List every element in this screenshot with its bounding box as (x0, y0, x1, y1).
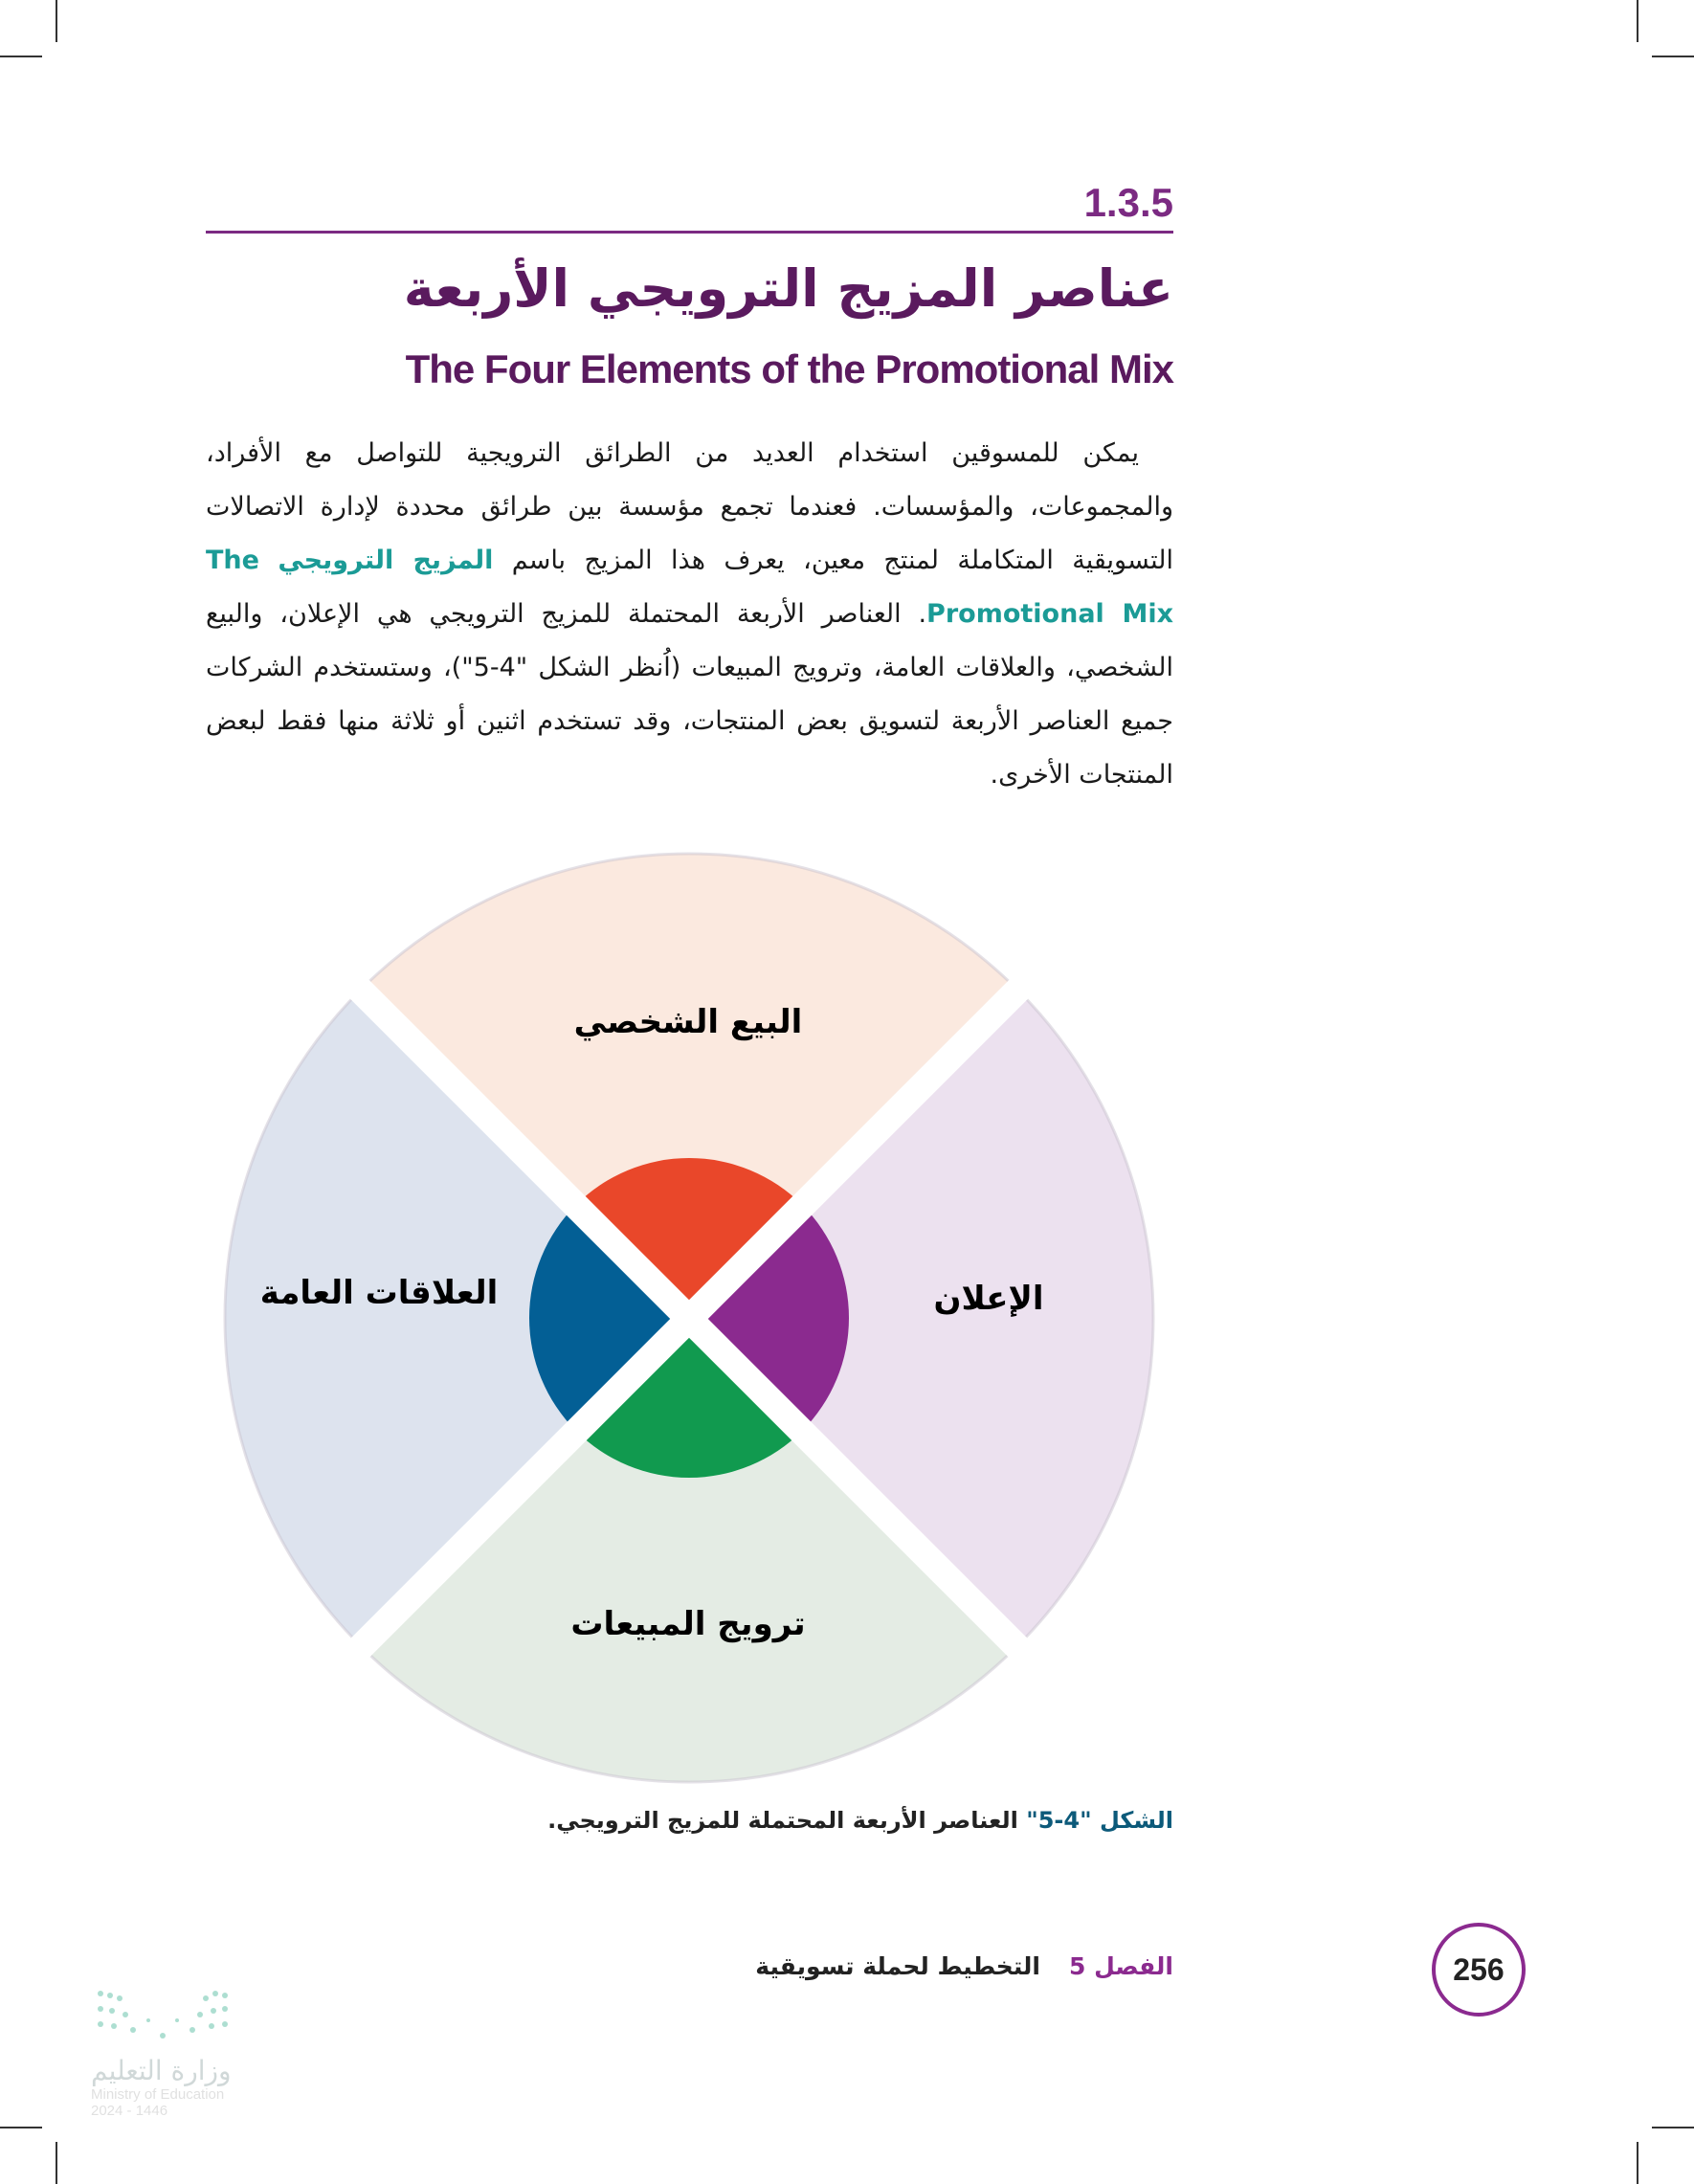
inner-segment-advertising (689, 1204, 849, 1432)
paragraph-text: . العناصر الأربعة المحتملة للمزيج التروي… (206, 599, 1174, 790)
paragraph-text: يمكن للمسوقين استخدام العديد من الطرائق … (206, 438, 1173, 575)
crop-mark (56, 2142, 57, 2184)
body-paragraph: يمكن للمسوقين استخدام العديد من الطرائق … (206, 427, 1173, 802)
section-title-english: The Four Elements of the Promotional Mix (405, 346, 1174, 391)
label-sales-promotion: ترويج المبيعات (570, 1605, 806, 1643)
crop-mark (1652, 2127, 1694, 2128)
divider-line (330, 960, 1048, 1678)
figure-number: الشكل "4-5" (1026, 1807, 1173, 1834)
chapter-title: التخطيط لحملة تسويقية (755, 1952, 1040, 1980)
crop-mark (1652, 56, 1694, 57)
inner-segment-public-relations (529, 1204, 689, 1432)
logo-text-arabic: وزارة التعليم (91, 2055, 232, 2086)
logo-text-english: Ministry of Education (91, 2086, 225, 2103)
label-personal-selling: البيع الشخصي (573, 1003, 803, 1041)
crop-mark (56, 0, 57, 42)
label-advertising: الإعلان (933, 1280, 1044, 1318)
crop-mark (1637, 0, 1638, 42)
chapter-number: الفصل 5 (1068, 1952, 1173, 1980)
term-arabic: المزيج الترويجي (278, 546, 494, 575)
crop-mark (0, 2127, 42, 2128)
outer-segment-sales-promotion (358, 1315, 1020, 1784)
crop-mark (1637, 2142, 1638, 2184)
outer-segment-personal-selling (358, 852, 1020, 1321)
figure-caption: الشكل "4-5" العناصر الأربعة المحتملة للم… (547, 1807, 1173, 1834)
crop-mark (0, 56, 42, 57)
page-number: 256 (1432, 1923, 1526, 2017)
outer-segment-public-relations (223, 987, 692, 1649)
logo-dots-icon (98, 1991, 228, 2039)
section-divider (206, 231, 1173, 234)
term-english: The Promotional Mix (206, 546, 1174, 629)
outer-segment-advertising (686, 987, 1155, 1649)
caption-text: العناصر الأربعة المحتملة للمزيج الترويجي… (547, 1807, 1018, 1834)
inner-segment-personal-selling (575, 1158, 803, 1318)
inner-segment-sales-promotion (575, 1318, 803, 1479)
label-public-relations: العلاقات العامة (259, 1274, 499, 1312)
section-number: 1.3.5 (1083, 180, 1173, 225)
page-footer: الفصل 5 التخطيط لحملة تسويقية (755, 1952, 1173, 1980)
section-title-arabic: عناصر المزيج الترويجي الأربعة (403, 258, 1173, 319)
ministry-logo: وزارة التعليم Ministry of Education 2024… (91, 1986, 330, 2119)
logo-year: 2024 - 1446 (91, 2103, 168, 2119)
